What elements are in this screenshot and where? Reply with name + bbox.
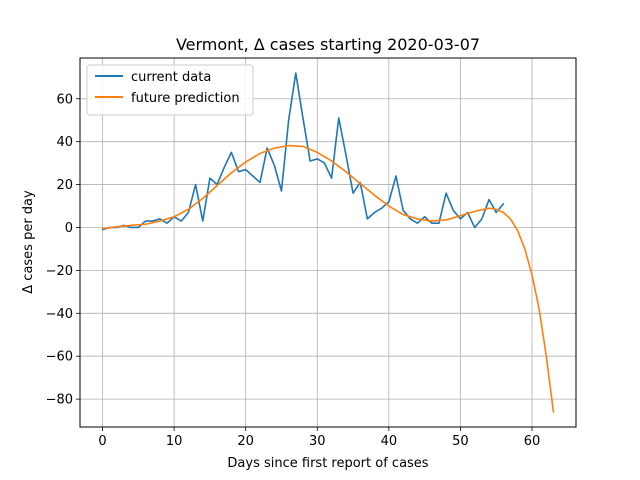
y-tick-label: 40 xyxy=(56,135,73,150)
legend-box xyxy=(86,64,254,116)
y-axis-label: Δ cases per day xyxy=(21,190,36,294)
x-tick-label: 40 xyxy=(381,434,398,449)
ticks: 0 10 20 30 40 50 60 −80 −60 −40 −20 0 20 40 60 xyxy=(46,92,541,449)
series-layer xyxy=(101,72,555,413)
y-tick-label: 20 xyxy=(56,178,73,193)
y-tick-label: −80 xyxy=(46,393,73,408)
legend: current data future prediction xyxy=(86,64,254,116)
y-tick-label: 60 xyxy=(56,92,73,107)
plot-frame xyxy=(79,57,577,428)
x-tick-label: 60 xyxy=(524,434,541,449)
x-tick-label: 20 xyxy=(237,434,254,449)
legend-label-future-prediction: future prediction xyxy=(131,91,240,106)
x-tick-label: 50 xyxy=(452,434,469,449)
y-tick-label: −20 xyxy=(46,264,73,279)
chart-title: Vermont, Δ cases starting 2020-03-07 xyxy=(176,35,480,54)
x-tick-label: 10 xyxy=(166,434,183,449)
x-axis-label: Days since first report of cases xyxy=(227,456,428,471)
series-line-current-data xyxy=(101,72,505,231)
legend-label-current-data: current data xyxy=(131,70,211,85)
x-tick-label: 30 xyxy=(309,434,326,449)
y-tick-label: −40 xyxy=(46,307,73,322)
y-tick-label: 0 xyxy=(65,221,73,236)
x-tick-label: 0 xyxy=(98,434,106,449)
y-tick-label: −60 xyxy=(46,350,73,365)
series-line-future-prediction xyxy=(101,144,555,413)
grid xyxy=(80,58,576,427)
